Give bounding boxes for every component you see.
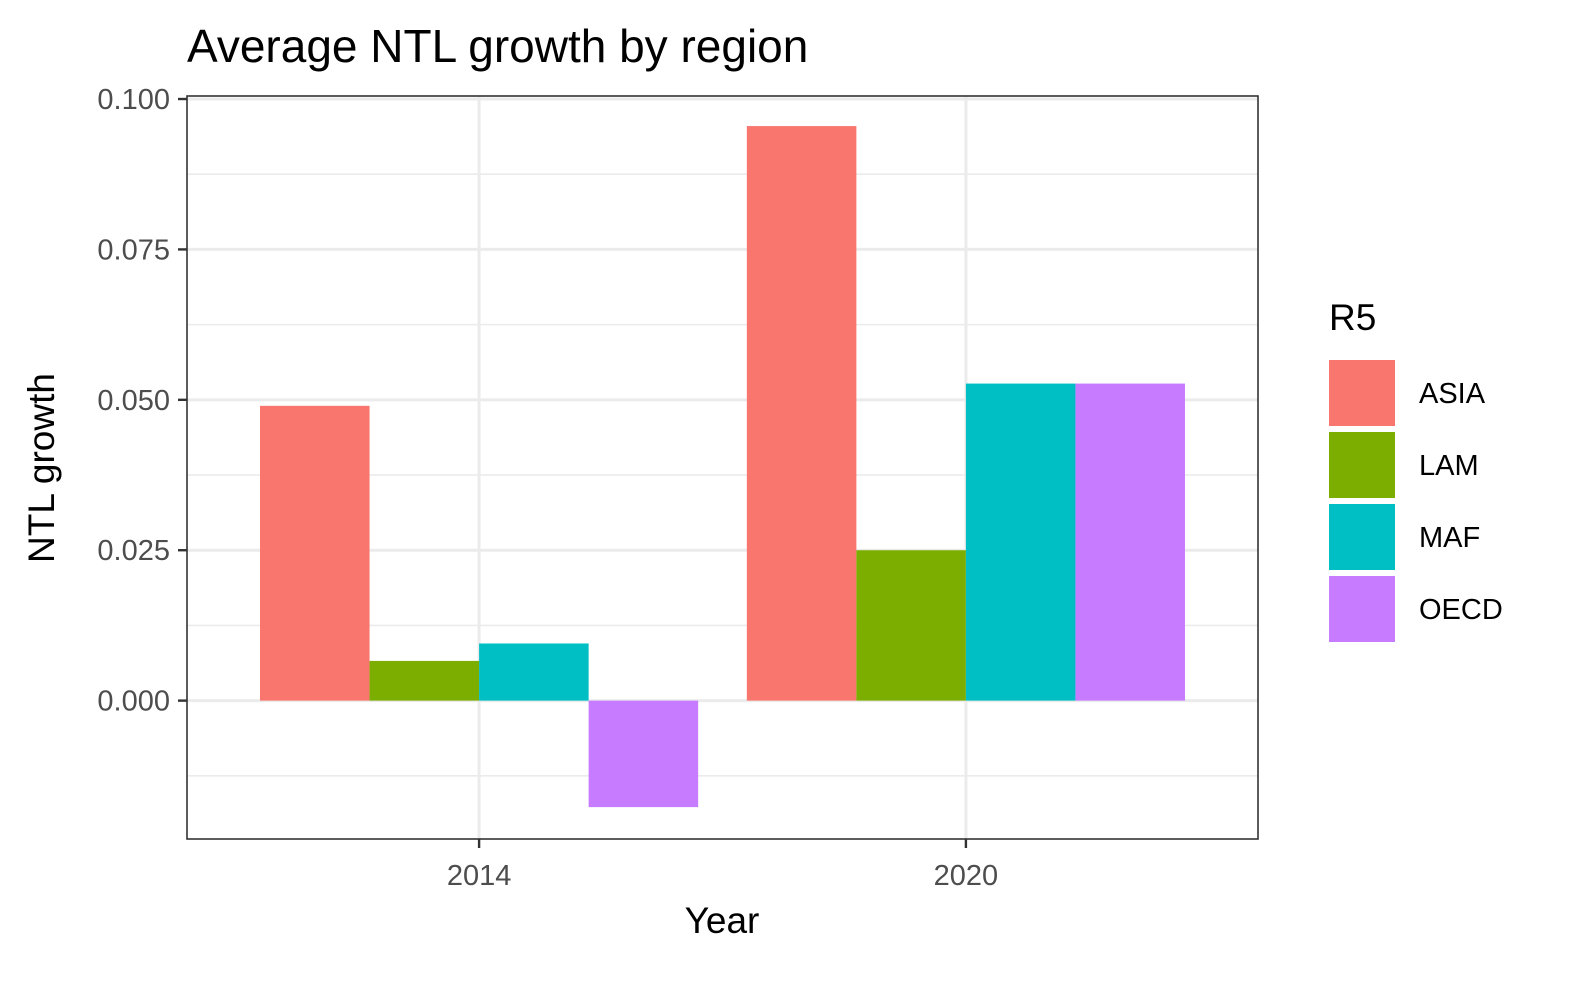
y-tick-label: 0.075 xyxy=(97,234,170,266)
panel-border xyxy=(186,95,1259,840)
x-tick-label: 2014 xyxy=(447,860,512,892)
x-axis-title: Year xyxy=(685,900,760,941)
legend-label-maf: MAF xyxy=(1419,522,1480,554)
y-axis-title: NTL growth xyxy=(21,373,62,563)
y-tick-label: 0.000 xyxy=(97,686,170,718)
chart-title: Average NTL growth by region xyxy=(187,20,808,72)
legend-key-maf xyxy=(1329,504,1395,570)
bar-maf-2014 xyxy=(479,643,589,701)
y-tick-label: 0.050 xyxy=(97,385,170,417)
bar-lam-2014 xyxy=(369,660,480,701)
legend: R5 ASIA LAM MAF OECD xyxy=(1329,297,1503,642)
bar-lam-2020 xyxy=(856,550,966,701)
y-tick-label: 0.025 xyxy=(97,535,170,567)
x-tick-label: 2020 xyxy=(934,860,999,892)
bar-asia-2014 xyxy=(260,405,370,701)
bar-oecd-2020 xyxy=(1075,383,1185,701)
legend-label-lam: LAM xyxy=(1419,450,1479,482)
axis-layer: 0.000 0.025 0.050 0.075 0.100 2014 2020 xyxy=(97,84,998,892)
bar-maf-2020 xyxy=(965,383,1076,701)
legend-label-asia: ASIA xyxy=(1419,378,1486,410)
legend-title: R5 xyxy=(1329,297,1376,338)
legend-label-oecd: OECD xyxy=(1419,594,1503,626)
y-tick-label: 0.100 xyxy=(97,84,170,116)
legend-key-oecd xyxy=(1329,576,1395,642)
bars-layer xyxy=(260,126,1185,808)
legend-key-lam xyxy=(1329,432,1395,498)
legend-key-asia xyxy=(1329,360,1395,426)
bar-oecd-2014 xyxy=(588,700,699,808)
bar-asia-2020 xyxy=(746,126,857,701)
